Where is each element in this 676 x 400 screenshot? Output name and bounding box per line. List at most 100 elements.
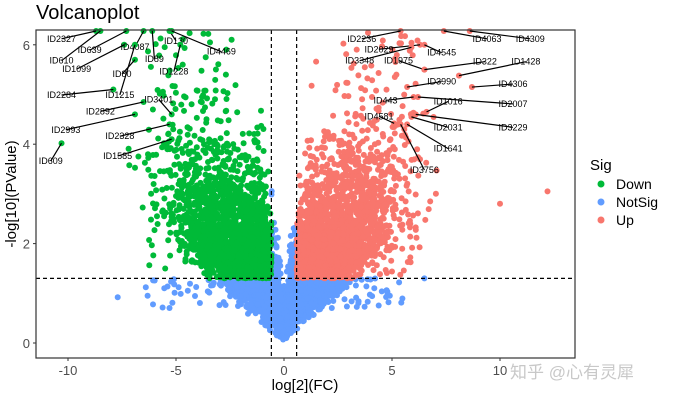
data-point-notsig	[235, 303, 241, 309]
data-point-down	[178, 225, 185, 231]
data-point-notsig	[371, 285, 378, 292]
data-point-down	[268, 241, 275, 248]
data-point-down	[230, 204, 237, 211]
data-point-down	[223, 130, 230, 137]
data-point-up	[348, 190, 355, 197]
data-point-down	[178, 101, 185, 108]
data-point-down	[194, 252, 201, 259]
data-point-down	[146, 262, 153, 269]
data-point-down	[206, 136, 213, 143]
data-point-up	[401, 91, 408, 98]
data-point-down	[153, 187, 160, 194]
data-point-notsig	[272, 235, 279, 242]
data-point-up	[341, 128, 348, 135]
data-point-down	[224, 140, 231, 147]
data-point-down	[223, 46, 230, 53]
data-point-down	[232, 194, 238, 201]
data-point-notsig	[375, 302, 382, 309]
data-point-down	[253, 201, 260, 208]
data-point-up	[318, 144, 325, 151]
data-point-down	[224, 203, 231, 210]
data-point-down	[234, 109, 241, 116]
data-point-notsig	[267, 305, 274, 312]
data-point-down	[148, 216, 154, 223]
data-point-up	[372, 185, 379, 192]
data-point-down	[267, 267, 274, 274]
data-point-notsig	[273, 244, 280, 251]
data-point-notsig	[275, 328, 281, 335]
data-point-notsig	[151, 277, 158, 284]
data-point-up	[405, 211, 412, 218]
data-point-up	[367, 145, 374, 151]
data-point-up	[314, 145, 321, 152]
data-point-down	[174, 140, 181, 147]
data-point-down	[212, 66, 219, 73]
data-point-notsig	[285, 326, 292, 332]
data-point-down	[151, 227, 158, 234]
data-point-notsig	[383, 287, 390, 294]
data-point-down	[232, 183, 239, 190]
data-point-down	[240, 140, 247, 147]
data-point-down	[261, 171, 268, 178]
data-point-down	[171, 83, 178, 90]
data-point-down	[250, 157, 257, 164]
data-point-down	[155, 135, 162, 142]
data-point-down	[217, 135, 224, 142]
data-point-notsig	[261, 282, 268, 289]
data-point-notsig	[216, 302, 223, 309]
data-point-notsig	[284, 313, 291, 320]
data-point-down	[169, 211, 176, 218]
data-point-down	[222, 239, 229, 246]
data-point-down	[186, 201, 193, 208]
data-point-notsig	[268, 318, 275, 325]
data-point-down	[250, 239, 257, 246]
data-point-down	[235, 263, 242, 270]
data-point-up	[331, 161, 338, 167]
data-point-up	[332, 87, 339, 94]
data-point-down	[254, 230, 261, 237]
data-point-down	[249, 234, 256, 241]
data-point-down	[205, 30, 212, 37]
data-point-down	[261, 234, 268, 241]
data-point-notsig	[353, 294, 360, 301]
data-point-up	[376, 162, 383, 169]
data-point-down	[262, 190, 269, 197]
data-point-down	[184, 131, 191, 138]
data-point-down	[157, 35, 164, 42]
data-point-down	[257, 263, 264, 270]
data-point-up	[390, 153, 397, 160]
data-point-down	[245, 239, 252, 246]
data-point-notsig	[288, 304, 295, 311]
data-point-up	[307, 153, 314, 159]
data-point-up	[359, 233, 366, 240]
data-point-down	[156, 52, 163, 59]
data-point-up	[359, 196, 366, 203]
data-point-down	[221, 225, 228, 231]
data-point-down	[200, 147, 207, 154]
data-point-up	[320, 154, 327, 161]
data-point-down	[200, 221, 207, 228]
data-point-notsig	[254, 282, 261, 289]
data-point-down	[207, 39, 213, 46]
data-point-down	[258, 183, 265, 190]
data-point-down	[214, 117, 221, 124]
data-point-down	[254, 139, 261, 146]
data-point-down	[181, 93, 188, 100]
data-point-notsig	[204, 288, 211, 295]
data-point-down	[222, 163, 229, 170]
data-point-down	[179, 216, 185, 223]
data-point-down	[170, 126, 177, 133]
data-point-up	[415, 172, 422, 179]
data-point-up	[373, 87, 380, 94]
data-point-down	[196, 202, 202, 209]
data-point-up	[380, 133, 387, 140]
data-point-notsig	[244, 286, 251, 293]
data-point-notsig	[216, 281, 223, 288]
data-point-up	[391, 130, 398, 137]
data-point-down	[219, 199, 225, 206]
data-point-down	[175, 65, 182, 71]
data-point-down	[183, 248, 190, 255]
data-point-down	[186, 125, 193, 132]
data-point-down	[194, 87, 201, 94]
